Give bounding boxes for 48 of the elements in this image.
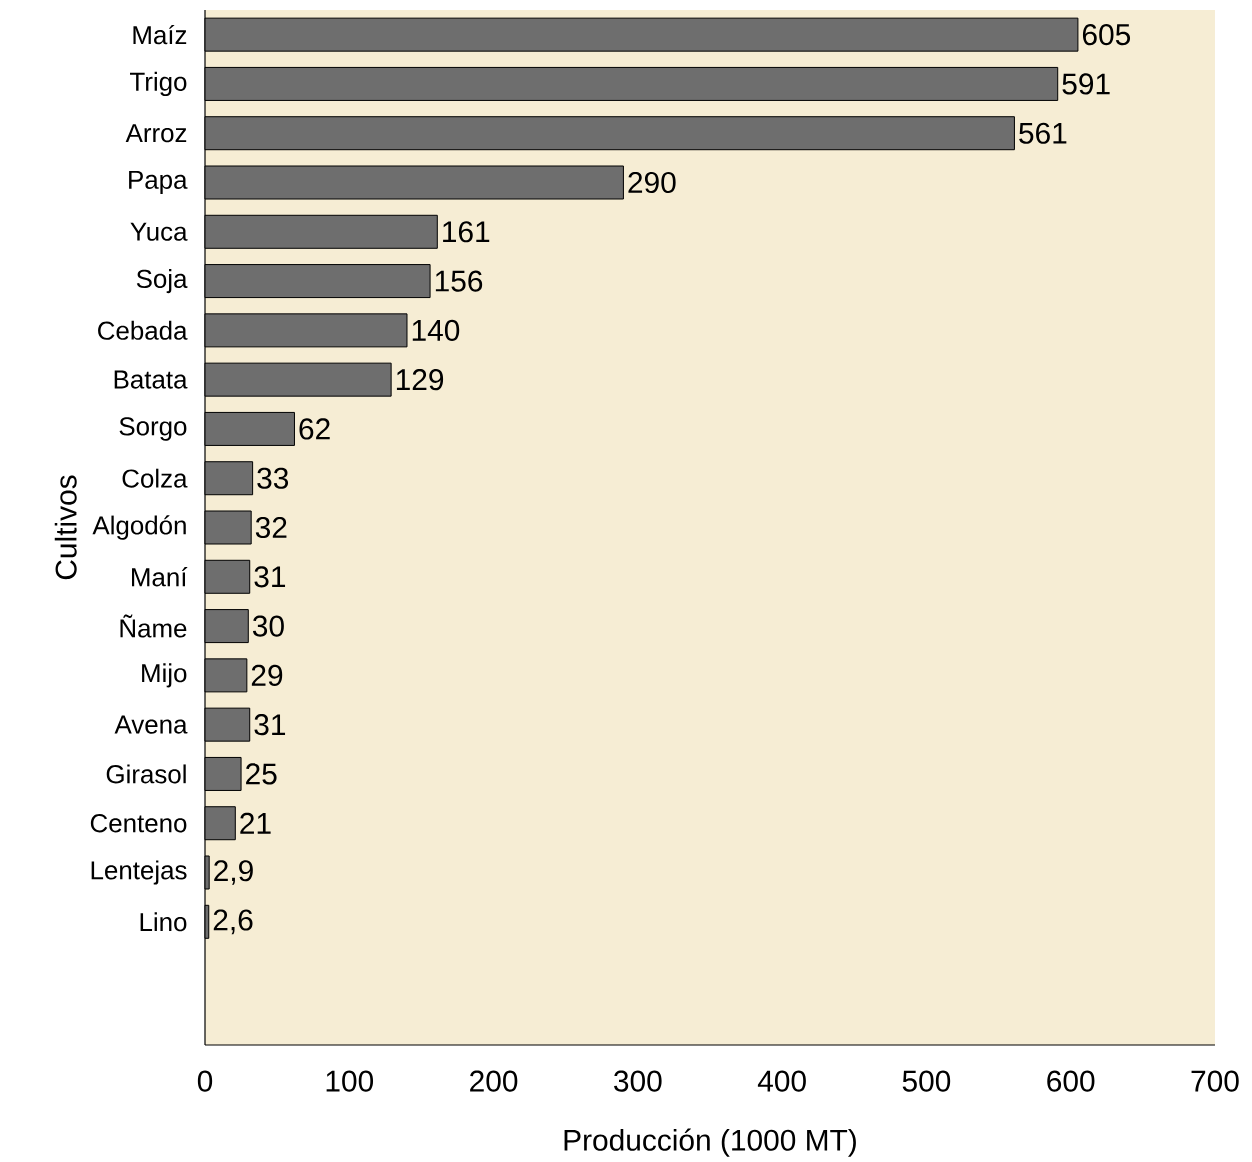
y-tick-label: Arroz [125, 124, 187, 143]
data-label: 31 [254, 714, 286, 736]
x-tick-label: 400 [757, 1070, 806, 1092]
data-label: 161 [443, 221, 490, 243]
data-label: 290 [628, 171, 676, 194]
data-label: 30 [252, 615, 284, 637]
y-tick-label: Girasol [106, 764, 186, 784]
data-label: 62 [299, 418, 330, 440]
data-label: 2,6 [213, 909, 253, 935]
y-tick-label: Colza [122, 468, 188, 488]
y-tick-label: Algodón [92, 515, 186, 540]
x-tick-label: 500 [902, 1070, 951, 1092]
x-tick-label: 200 [470, 1070, 518, 1092]
data-label: 31 [254, 566, 286, 588]
y-axis-title: Cultivos [54, 475, 77, 580]
data-label: 32 [255, 516, 287, 539]
y-tick-label: Avena [114, 715, 188, 734]
x-tick-label: 0 [197, 1070, 213, 1092]
x-tick-label: 700 [1191, 1070, 1239, 1092]
y-tick-label: Soja [136, 269, 188, 294]
y-tick-label: Centeno [90, 814, 187, 833]
y-tick-label: Trigo [130, 71, 187, 96]
y-tick-label: Yuca [130, 222, 188, 241]
data-label: 591 [1062, 73, 1110, 95]
data-label: 29 [251, 664, 283, 686]
data-label: 2,9 [214, 860, 253, 885]
y-tick-label: Mijo [142, 663, 187, 688]
x-tick-label: 300 [614, 1070, 662, 1092]
data-label: 25 [246, 763, 277, 785]
y-tick-label: Papa [129, 170, 188, 195]
data-label: 605 [1082, 24, 1131, 46]
y-tick-label: Maíz [133, 24, 187, 45]
x-axis-title: Producción (1000 MT) [564, 1128, 856, 1157]
data-label: 561 [1019, 122, 1067, 144]
y-tick-label: Cebada [98, 320, 188, 340]
y-tick-label: Sorgo [119, 417, 187, 441]
y-tick-label: Lentejas [91, 860, 187, 885]
data-label: 156 [435, 270, 483, 292]
y-tick-label: Batata [114, 370, 188, 389]
x-tick-label: 100 [326, 1070, 374, 1092]
data-label: 21 [240, 812, 271, 834]
data-label: 33 [257, 467, 289, 489]
y-tick-label: Maní [132, 567, 188, 587]
y-tick-label: Ñame [120, 614, 187, 638]
x-tick-label: 600 [1047, 1070, 1095, 1092]
y-tick-label: Lino [140, 912, 187, 932]
data-label: 140 [412, 319, 460, 341]
data-label: 129 [396, 369, 444, 391]
